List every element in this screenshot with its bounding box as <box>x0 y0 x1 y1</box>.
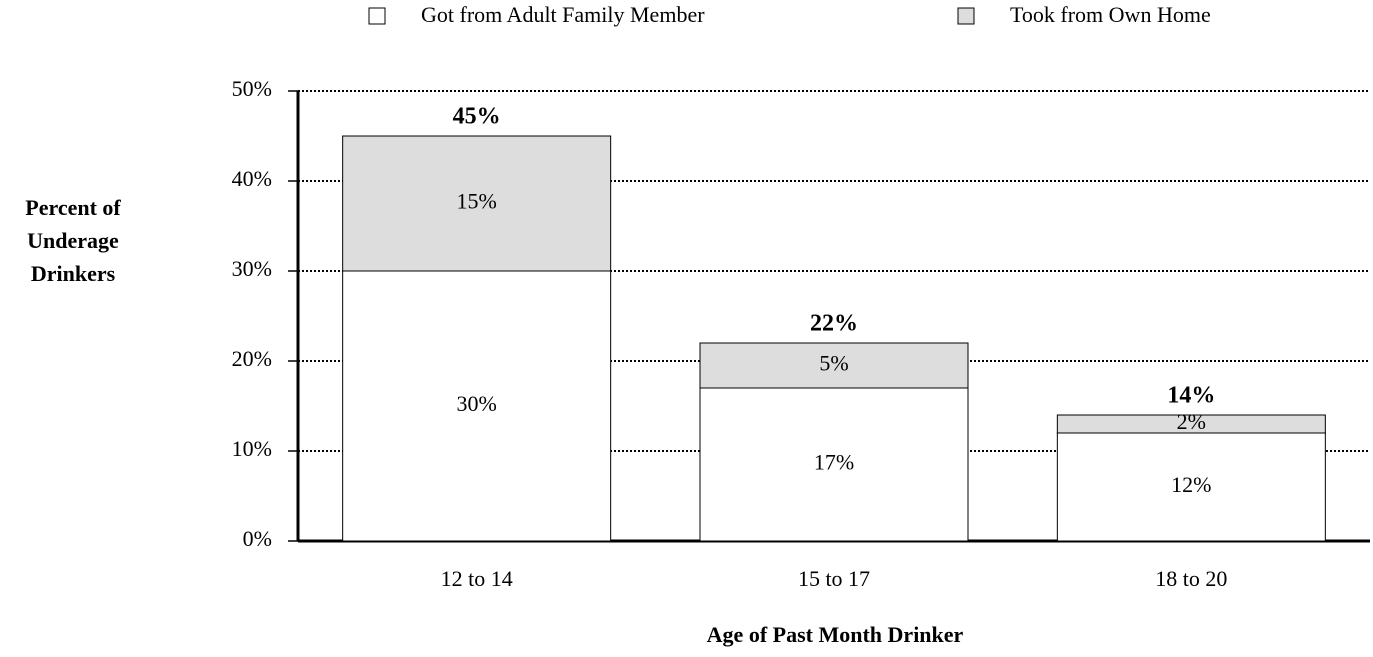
y-tick-label: 10% <box>232 436 272 461</box>
legend-swatch <box>368 7 386 25</box>
segment-label: 30% <box>457 391 497 416</box>
y-tick-label: 30% <box>232 256 272 281</box>
y-tick-label: 20% <box>232 346 272 371</box>
segment-label: 17% <box>814 450 854 475</box>
legend-label: Got from Adult Family Member <box>421 2 705 27</box>
bar-segment <box>342 135 612 272</box>
bar-segment <box>699 342 969 389</box>
y-axis-label: Underage <box>27 228 119 253</box>
legend-label: Took from Own Home <box>1010 2 1211 27</box>
total-label: 45% <box>453 104 501 130</box>
total-label: 22% <box>810 311 858 337</box>
segment-label: 12% <box>1171 472 1211 497</box>
x-tick-label: 15 to 17 <box>798 566 870 591</box>
bar-segment <box>1056 414 1326 434</box>
bar-segment <box>342 270 612 542</box>
y-axis-label: Drinkers <box>31 261 116 286</box>
y-tick-label: 0% <box>243 526 272 551</box>
bar-segment <box>1056 432 1326 542</box>
x-tick-label: 12 to 14 <box>441 566 513 591</box>
legend-swatch <box>957 7 975 25</box>
segment-label: 15% <box>457 189 497 214</box>
bar-segment <box>699 387 969 542</box>
y-axis-label: Percent of <box>25 195 121 220</box>
x-axis-label: Age of Past Month Drinker <box>707 622 964 647</box>
total-label: 14% <box>1167 383 1215 409</box>
segment-label: 5% <box>819 351 848 376</box>
x-tick-label: 18 to 20 <box>1155 566 1227 591</box>
y-tick-label: 50% <box>232 76 272 101</box>
segment-label: 2% <box>1177 409 1206 434</box>
y-tick-label: 40% <box>232 166 272 191</box>
